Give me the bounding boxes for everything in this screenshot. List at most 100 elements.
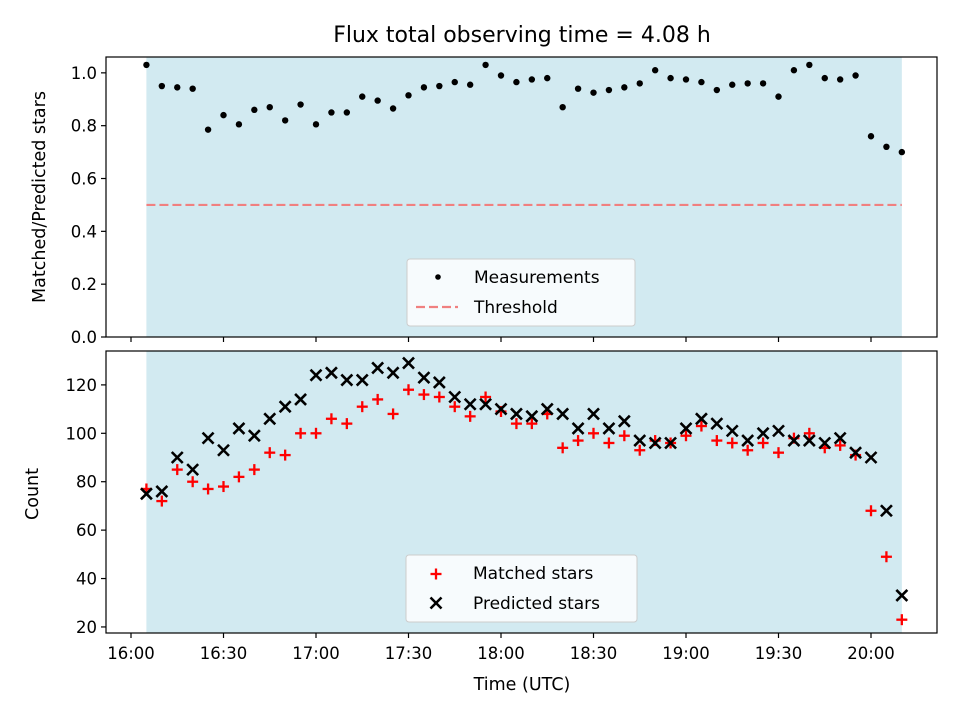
matched-star-point [433, 391, 445, 403]
marker-stroke [309, 368, 323, 382]
legend-threshold-label: Threshold [473, 298, 558, 318]
measurement-point [713, 86, 721, 94]
measurement-point [574, 85, 582, 92]
y-tick-label: 0.6 [71, 170, 97, 189]
y-tick-label: 20 [76, 618, 97, 637]
matched-star-point [310, 427, 322, 439]
predicted-star-point [679, 422, 693, 435]
marker-stroke [679, 422, 693, 435]
measurement-point [775, 93, 782, 100]
measurement-point [466, 81, 474, 88]
predicted-star-point [587, 407, 600, 421]
marker-stroke [479, 397, 493, 411]
measurement-point [559, 103, 566, 111]
matched-star-point [403, 384, 414, 396]
measurement-point [806, 61, 813, 69]
matched-star-point [187, 476, 199, 488]
predicted-star-point [602, 422, 616, 435]
predicted-star-point [155, 484, 169, 498]
marker-stroke [432, 376, 446, 389]
measurement-point [651, 67, 659, 74]
measurement-point [698, 78, 705, 86]
legend-box [406, 258, 636, 327]
count-y-axis-label: Count [23, 468, 43, 520]
predicted-star-point [725, 424, 739, 438]
measurement-point [682, 76, 690, 83]
matched-star-point [387, 408, 399, 420]
predicted-star-point [479, 397, 493, 411]
measurement-point [867, 133, 875, 140]
predicted-star-point [278, 400, 292, 414]
predicted-star-point [139, 487, 153, 501]
matched-star-point [680, 430, 692, 442]
predicted-star-point [525, 409, 539, 423]
marker-stroke [772, 424, 785, 438]
marker-stroke [617, 414, 631, 428]
marker-stroke [756, 426, 770, 440]
predicted-star-point [309, 368, 323, 382]
measurement-point [174, 84, 181, 91]
matched-star-point [803, 427, 815, 439]
x-tick-label: 19:30 [755, 644, 803, 663]
plot-frame [105, 56, 938, 338]
marker-stroke [525, 409, 539, 423]
predicted-star-point [263, 412, 277, 426]
measurement-point [482, 61, 489, 69]
measurement-point [883, 143, 890, 151]
count-legend: Matched stars Predicted stars [405, 554, 638, 623]
matched-star-point [218, 481, 229, 493]
predicted-star-point [417, 371, 431, 385]
marker-stroke [802, 434, 816, 447]
measurement-point [898, 148, 906, 156]
marker-stroke [247, 429, 261, 443]
predicted-star-point [494, 402, 508, 416]
measurement-point [590, 89, 597, 96]
matched-star-point [248, 464, 260, 476]
matched-star-point [588, 427, 599, 439]
measurement-point [667, 74, 674, 82]
measurement-point [528, 76, 536, 83]
matched-star-point [757, 437, 769, 449]
marker-stroke [417, 371, 431, 385]
marker-stroke [217, 443, 230, 457]
measurement-point [389, 105, 397, 112]
marker-stroke [263, 412, 277, 426]
marker-stroke [448, 390, 462, 404]
count-panel: 20 40 60 80 100 120 16:00 16:30 17:00 17:30 18:00 1… [66, 350, 938, 663]
predicted-star-point [556, 407, 570, 421]
measurement-point [312, 121, 320, 128]
measurement-point [420, 84, 428, 91]
ratio-panel: 0.0 0.2 0.4 0.6 0.8 1.0 Measurements Threshold [71, 56, 938, 347]
legend-predicted-label: Predicted stars [473, 594, 600, 614]
predicted-star-point [355, 373, 369, 387]
marker-stroke [540, 402, 554, 416]
marker-stroke [232, 422, 246, 435]
legend-predicted-marker [429, 596, 443, 610]
measurement-point [204, 126, 212, 133]
x-tick-label: 19:00 [662, 644, 710, 663]
matched-star-point [171, 464, 183, 476]
x-axis-label: Time (UTC) [473, 675, 571, 695]
y-tick-label: 0.2 [71, 275, 97, 294]
predicted-star-point [232, 422, 246, 435]
y-tick-label: 40 [76, 570, 97, 589]
matched-star-point [264, 447, 276, 459]
marker-stroke [278, 400, 292, 414]
predicted-star-point [217, 443, 230, 457]
predicted-star-point [540, 402, 554, 416]
measurement-point [281, 117, 289, 124]
ratio-legend: Measurements Threshold [406, 258, 636, 327]
marker-stroke [402, 356, 415, 370]
matched-star-point [510, 418, 522, 430]
measurement-point [266, 103, 273, 111]
predicted-star-point [833, 431, 847, 445]
matched-star-point [865, 505, 877, 517]
marker-stroke [741, 434, 755, 447]
ratio-y-axis-label: Matched/Predicted stars [30, 91, 50, 303]
matched-star-point [480, 391, 492, 403]
marker-stroke [494, 402, 508, 416]
matched-star-point [618, 430, 630, 442]
matched-star-point [279, 449, 291, 461]
marker-stroke [864, 451, 878, 464]
predicted-star-point [432, 376, 446, 389]
